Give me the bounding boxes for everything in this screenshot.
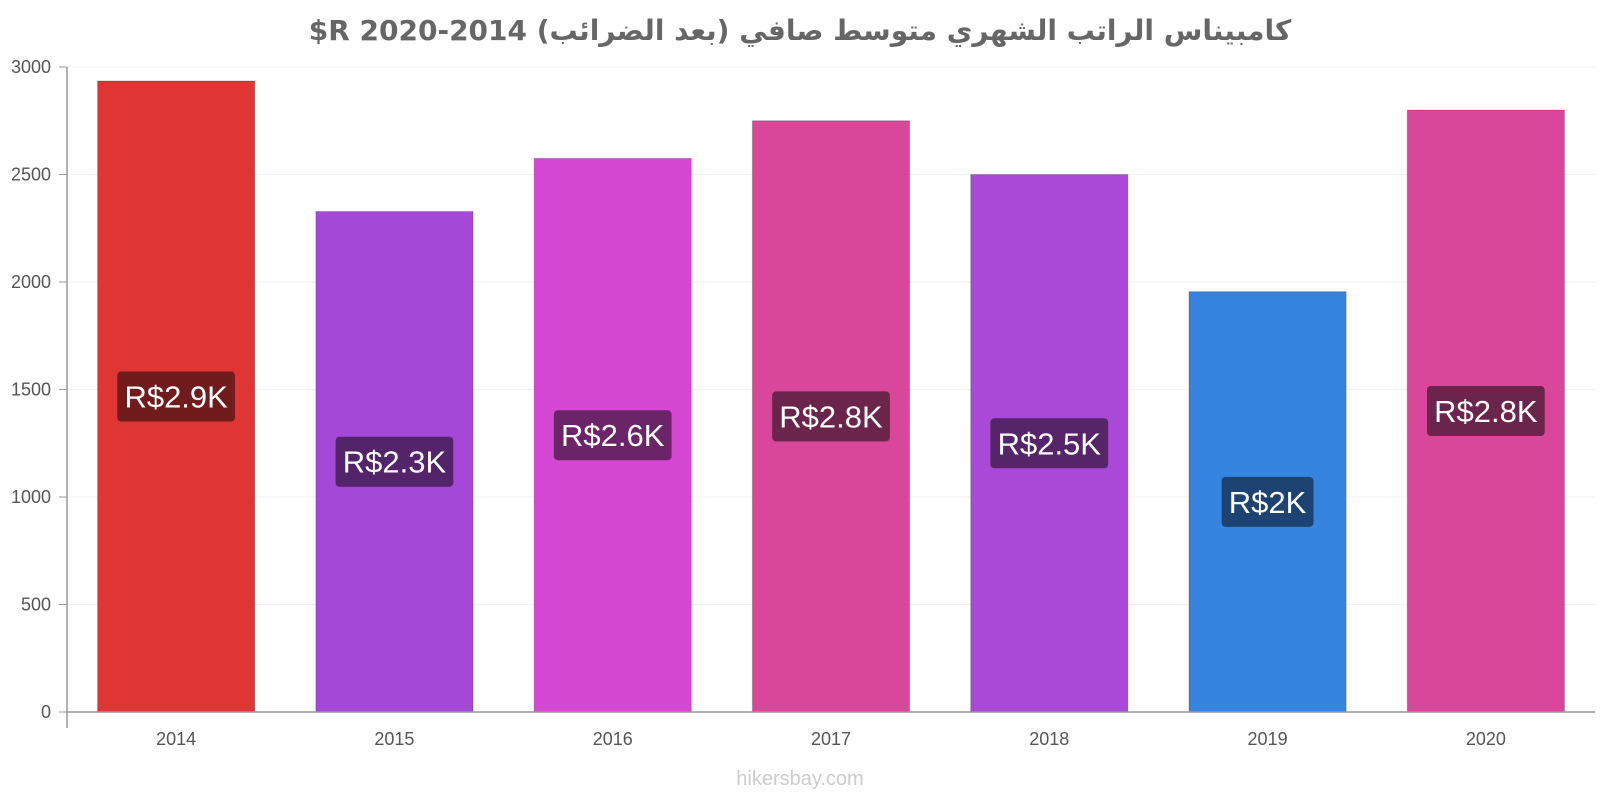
data-label-text: R$2.3K: [343, 445, 447, 480]
data-label: R$2K: [1221, 476, 1314, 527]
x-tick-label: 2019: [1248, 729, 1288, 749]
data-label: R$2.8K: [772, 391, 890, 442]
data-label-text: R$2.9K: [124, 379, 228, 414]
data-label-box: [335, 436, 454, 487]
data-label: R$2.9K: [117, 371, 236, 422]
data-label-box: [1221, 476, 1314, 527]
data-label-text: R$2.5K: [998, 426, 1102, 461]
data-label-box: [1426, 386, 1545, 436]
y-tick-label: 1000: [11, 487, 51, 507]
watermark: hikersbay.com: [736, 768, 864, 790]
data-label-text: R$2.6K: [561, 418, 665, 453]
data-label: R$2.3K: [335, 436, 454, 487]
chart-title: كامبيناس الراتب الشهري متوسط صافي (بعد ا…: [308, 14, 1292, 47]
data-label-text: R$2.8K: [1434, 394, 1538, 429]
y-tick-label: 2000: [11, 272, 51, 292]
x-tick-label: 2014: [156, 729, 196, 749]
y-tick-label: 1500: [11, 380, 51, 400]
data-label: R$2.8K: [1426, 386, 1545, 436]
y-tick-label: 2500: [11, 165, 51, 185]
y-tick-label: 0: [41, 702, 51, 722]
data-label-text: R$2K: [1229, 485, 1307, 520]
data-label-box: [553, 410, 672, 461]
axes: 0 500 1000 1500 2000 2500 3000 2014 2015 2016 2017…: [11, 57, 1595, 749]
y-tick-label: 500: [21, 595, 51, 615]
x-tick-label: 2018: [1029, 729, 1069, 749]
x-tick-label: 2020: [1466, 729, 1506, 749]
data-label-box: [990, 418, 1109, 469]
data-labels: R$2.9K R$2.3K R$2.6K R$2.8K R$2.5K R$2K R$2.8K: [117, 371, 1545, 527]
x-tick-label: 2015: [374, 729, 414, 749]
data-label-box: [117, 371, 236, 422]
x-tick-label: 2017: [811, 729, 851, 749]
data-label-text: R$2.8K: [779, 399, 883, 434]
x-tick-label: 2016: [593, 729, 633, 749]
data-label: R$2.6K: [553, 410, 672, 461]
data-label-box: [772, 391, 890, 442]
data-label: R$2.5K: [990, 418, 1109, 469]
y-tick-label: 3000: [11, 57, 51, 77]
